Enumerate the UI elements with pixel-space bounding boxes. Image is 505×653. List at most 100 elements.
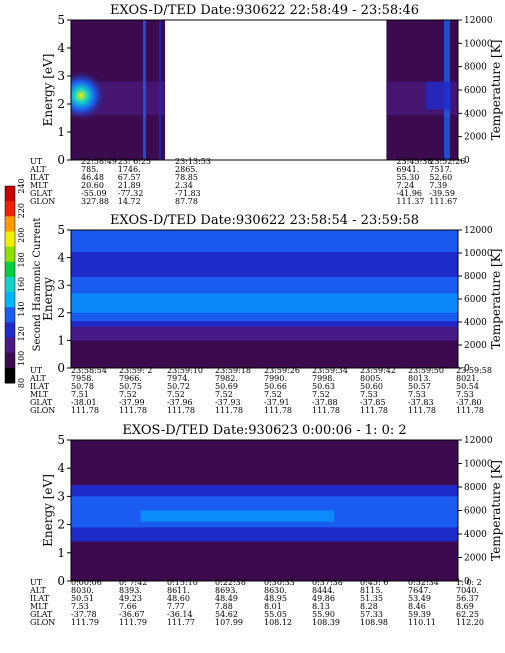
y2-tick-label: 10000 (464, 460, 493, 470)
ephem-cell: 0:15:10 (167, 578, 198, 587)
ephem-cell: 0:22:38 (215, 578, 246, 587)
y2-tick-label: 2000 (464, 341, 487, 351)
ephem-cell: 50.51 (71, 594, 94, 603)
colorbar-tick-label: 80 (17, 378, 26, 388)
ephem-cell: 107.99 (215, 618, 243, 627)
ephem-cell: 7040. (456, 586, 479, 595)
ephem-cell: 23:59:42 (360, 366, 396, 375)
ephem-cell: 87.78 (175, 197, 198, 206)
colorbar-frame (4, 185, 16, 384)
y2-tick-label: 0 (464, 156, 470, 166)
ephem-cell: -37.99 (119, 398, 145, 407)
colorbar-segment (5, 246, 15, 263)
y2-tick-label: 12000 (464, 436, 493, 446)
ephem-cell: 23:59:10 (167, 366, 203, 375)
y-axis-label: Energy [eV] (41, 54, 55, 127)
y-tick-label: 1 (57, 546, 65, 560)
ephem-cell: 7.52 (264, 390, 282, 399)
y2-tick-label: 4000 (464, 109, 487, 119)
ephem-cell: 8.28 (360, 602, 378, 611)
ephemeris-table: UTALTILATMLTGLATGLON23:58:547958.50.787.… (29, 366, 492, 415)
colorbar-tick-label: 240 (17, 178, 26, 193)
ephem-cell: 23: 6:25 (118, 157, 151, 166)
ephem-cell: 785. (81, 165, 99, 174)
ephem-cell: 8.13 (312, 602, 330, 611)
y2-tick-label: 12000 (464, 226, 493, 236)
y2-tick-label: 8000 (464, 63, 487, 73)
ephem-cell: 55.05 (264, 610, 287, 619)
ephem-cell: 111.79 (119, 618, 147, 627)
colorbar-tick-label: 220 (17, 203, 26, 218)
ephem-cell: 111.78 (215, 406, 243, 415)
ephem-cell: 7.52 (167, 390, 185, 399)
ephem-cell: 23:59:34 (312, 366, 348, 375)
colorbar-segment (5, 367, 15, 384)
ephem-cell: 8013. (408, 374, 431, 383)
ephem-cell: 23:45:38 (396, 157, 432, 166)
data-segment (71, 440, 458, 581)
ephem-cell: 7.24 (396, 181, 414, 190)
band-bottom (71, 340, 458, 368)
data-segment (71, 230, 458, 368)
ephem-cell: 8630. (264, 586, 287, 595)
ephem-cell: 67.57 (118, 173, 141, 182)
y-tick-label: 5 (57, 223, 65, 237)
ephem-row-label: ILAT (30, 173, 50, 182)
ephem-cell: 0:52:34 (408, 578, 439, 587)
ephem-cell: 23:59:50 (408, 366, 444, 375)
ephem-cell: 8393. (119, 586, 142, 595)
ephem-cell: -37.78 (71, 610, 97, 619)
ephem-cell: 7982. (215, 374, 238, 383)
ephem-cell: 2.34 (175, 181, 193, 190)
ephem-cell: 7.52 (312, 390, 330, 399)
y-tick-label: 5 (57, 433, 65, 447)
colorbar-segment (5, 322, 15, 339)
ephem-cell: 7.39 (429, 181, 447, 190)
ephem-cell: -36.14 (167, 610, 193, 619)
y-tick-label: 4 (57, 41, 65, 55)
ephem-cell: 46.48 (81, 173, 104, 182)
ephem-cell: 14.72 (118, 197, 141, 206)
colorbar-segment (5, 337, 15, 354)
colorbar-segment (5, 201, 15, 217)
y2-tick-label: 10000 (464, 39, 493, 49)
y-tick-label: 0 (57, 153, 65, 167)
ephem-cell: 0:37:38 (312, 578, 343, 587)
ephem-cell: 110.11 (408, 618, 436, 627)
ephem-cell: 7966. (119, 374, 142, 383)
ephem-row-label: UT (30, 366, 43, 375)
y2-tick-label: 6000 (464, 295, 487, 305)
ephem-cell: 0:45: 6 (360, 578, 388, 587)
ephem-cell: 50.60 (360, 382, 383, 391)
stripe (143, 20, 146, 160)
plot-area (71, 20, 458, 160)
ephem-cell: 111.37 (396, 197, 424, 206)
ephem-cell: 7647. (408, 586, 431, 595)
ephem-row-label: GLON (30, 197, 55, 206)
y2-tick-label: 0 (464, 364, 470, 374)
ephem-row-label: MLT (30, 602, 49, 611)
ephem-row-label: GLAT (30, 610, 53, 619)
ephem-cell: -37.83 (408, 398, 434, 407)
ephem-cell: 56.37 (456, 594, 479, 603)
stripe (159, 20, 161, 160)
y2-tick-label: 12000 (464, 16, 493, 26)
ephem-cell: 23:52:26 (429, 157, 465, 166)
ephem-cell: 327.88 (81, 197, 109, 206)
ephem-cell: 50.72 (167, 382, 190, 391)
ephem-cell: 7.53 (360, 390, 378, 399)
y-tick-label: 0 (57, 361, 65, 375)
ephem-cell: 8005. (360, 374, 383, 383)
ephem-cell: 50.69 (215, 382, 238, 391)
ephem-cell: 7.52 (215, 390, 233, 399)
ephem-cell: 8693. (215, 586, 238, 595)
ephem-cell: 54.62 (215, 610, 238, 619)
panel-title: EXOS-D/TED Date:930622 22:58:49 - 23:58:… (110, 3, 419, 18)
ephem-cell: 50.63 (312, 382, 335, 391)
plot-area (71, 440, 458, 581)
ephem-cell: -77.32 (118, 189, 144, 198)
